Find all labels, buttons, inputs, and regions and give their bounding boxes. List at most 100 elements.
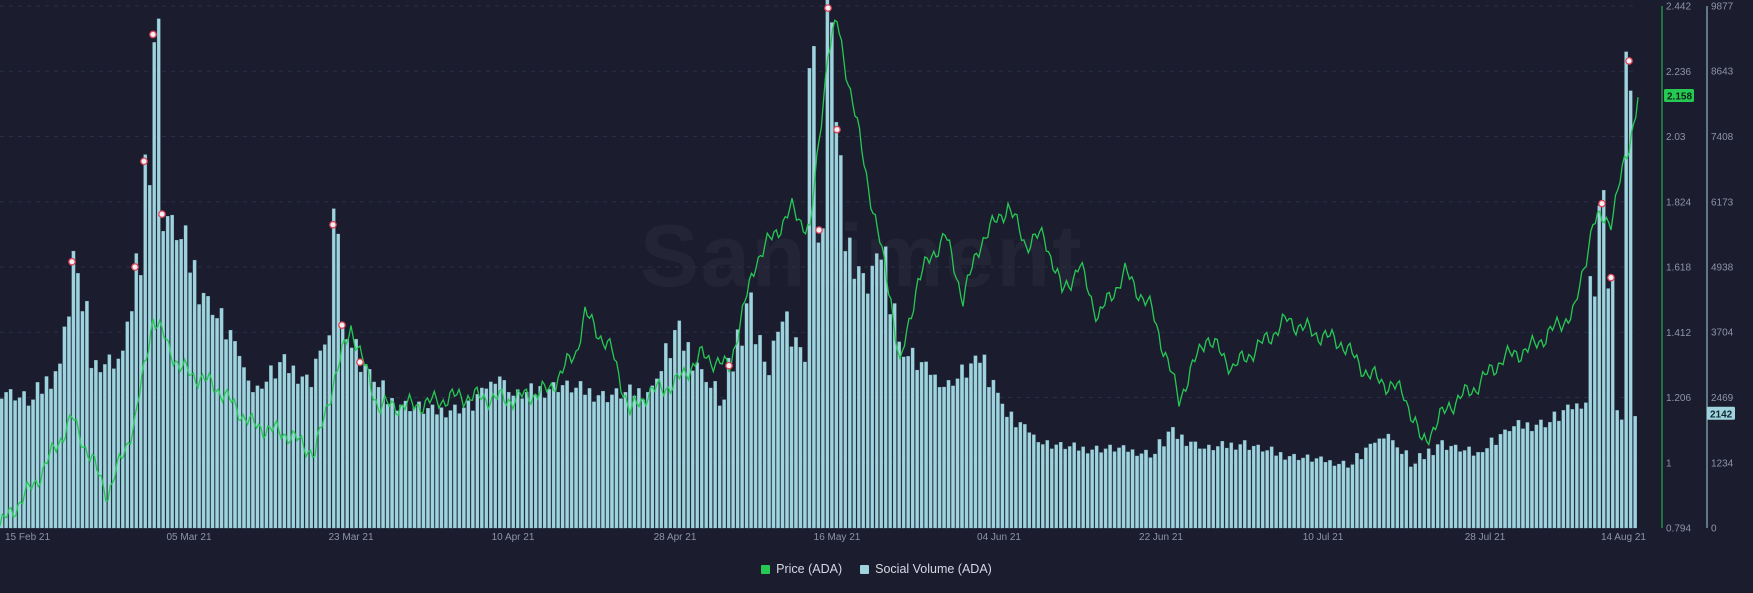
volume-bar: [1049, 448, 1054, 529]
volume-bar: [31, 399, 35, 529]
volume-bar: [1633, 416, 1637, 529]
anomaly-marker: [725, 361, 733, 370]
volume-bar: [569, 392, 574, 529]
volume-bar: [1126, 451, 1130, 529]
volume-bar: [1260, 451, 1265, 529]
volume-bar: [408, 411, 412, 529]
volume-bar: [1323, 462, 1328, 529]
volume-bar: [1557, 420, 1561, 529]
volume-bar: [1054, 444, 1059, 529]
volume-bar: [991, 379, 996, 529]
volume-bar: [502, 380, 507, 529]
volume-bar: [1135, 455, 1139, 529]
anomaly-marker: [329, 220, 337, 229]
legend-item-price[interactable]: Price (ADA): [761, 562, 842, 576]
volume-bar: [1023, 424, 1027, 529]
volume-tick-label: 2469: [1711, 393, 1734, 404]
volume-bar: [821, 228, 825, 529]
volume-bar: [399, 404, 403, 529]
volume-bar: [664, 343, 668, 529]
volume-bar: [403, 400, 408, 529]
volume-bar: [1566, 404, 1570, 529]
volume-bar: [924, 361, 928, 529]
volume-bar: [1364, 447, 1368, 529]
volume-bar: [1247, 449, 1252, 529]
volume-bar: [592, 401, 596, 529]
volume-bar: [296, 383, 300, 529]
x-tick-label: 16 May 21: [814, 532, 861, 543]
volume-tick-label: 8643: [1711, 67, 1734, 78]
volume-bar: [1552, 411, 1557, 529]
volume-bar: [1570, 409, 1575, 529]
volume-bar: [830, 22, 834, 529]
volume-bar: [76, 273, 80, 529]
volume-bar: [1310, 461, 1314, 529]
volume-bar: [937, 387, 942, 529]
volume-bar: [327, 335, 332, 529]
volume-bar: [870, 265, 875, 529]
legend-label-volume: Social Volume (ADA): [875, 562, 992, 576]
volume-bar: [542, 397, 547, 529]
anomaly-marker: [68, 257, 76, 266]
volume-bar: [1108, 444, 1112, 529]
volume-bar: [269, 365, 273, 529]
price-tick-label: 1.206: [1666, 393, 1691, 404]
volume-bar: [58, 363, 62, 529]
volume-bar: [726, 357, 731, 529]
volume-bar: [170, 214, 174, 529]
volume-bar: [165, 216, 170, 529]
volume-bar: [776, 331, 780, 529]
volume-bar: [619, 398, 623, 529]
volume-bar: [1153, 453, 1157, 529]
volume-bar: [632, 395, 637, 529]
volume-bar: [1498, 434, 1503, 529]
volume-bar: [744, 303, 749, 529]
volume-bar: [89, 367, 94, 529]
volume-bar: [1610, 276, 1615, 529]
volume-bar: [35, 382, 40, 529]
volume-bar: [915, 369, 919, 529]
volume-bar: [1148, 457, 1153, 529]
volume-bar: [843, 251, 848, 529]
volume-bar: [206, 296, 210, 529]
volume-bar: [704, 381, 709, 529]
volume-bar: [484, 388, 489, 529]
volume-bar: [444, 417, 448, 529]
value-badges: 2.158 2142: [1664, 88, 1735, 420]
volume-bar: [659, 371, 664, 529]
legend-item-volume[interactable]: Social Volume (ADA): [860, 562, 992, 576]
volume-bar: [121, 350, 125, 529]
volume-bar: [1444, 449, 1449, 529]
volume-bar: [933, 374, 937, 529]
volume-bar: [690, 370, 695, 529]
volume-bar: [13, 400, 17, 529]
volume-bar: [1085, 453, 1090, 529]
volume-bar: [856, 266, 861, 529]
volume-bar: [892, 303, 897, 529]
legend: Price (ADA) Social Volume (ADA): [0, 562, 1753, 576]
volume-bar: [1485, 448, 1489, 529]
volume-bar: [1274, 455, 1278, 529]
volume-bar: [1408, 466, 1413, 529]
anomaly-marker: [824, 4, 832, 12]
volume-bar: [753, 344, 758, 529]
volume-bar: [789, 346, 794, 529]
volume-bar: [129, 311, 134, 529]
chart-area[interactable]: 2.442 2.236 2.03 1.824 1.618 1.412 1.206 1 0.794…: [0, 0, 1753, 560]
volume-bar: [812, 45, 816, 529]
volume-bar: [668, 358, 673, 529]
x-tick-label: 14 Aug 21: [1601, 532, 1646, 543]
volume-bar: [1471, 455, 1476, 529]
volume-bar: [197, 304, 201, 529]
volume-bar: [771, 340, 776, 529]
volume-bar: [596, 395, 601, 529]
volume-bar: [260, 388, 264, 529]
volume-bar: [758, 334, 762, 529]
volume-bar: [910, 347, 915, 529]
volume-bar: [794, 337, 798, 529]
legend-label-price: Price (ADA): [776, 562, 843, 576]
volume-bar: [1162, 446, 1166, 529]
volume-bar: [955, 378, 960, 529]
volume-bar: [1337, 463, 1341, 529]
volume-bar: [515, 389, 520, 529]
